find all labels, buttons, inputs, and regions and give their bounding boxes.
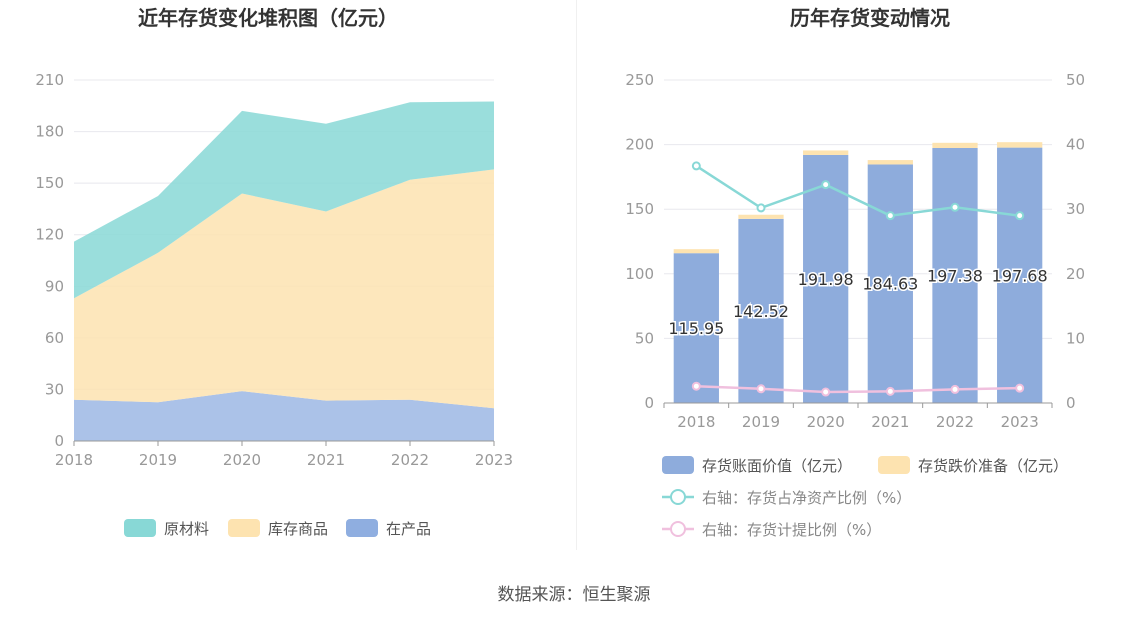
bar-x-tick-label: 2021 [871, 413, 909, 431]
bar-y-tick-label: 200 [625, 136, 654, 154]
line-point [756, 203, 766, 213]
line-point [821, 387, 831, 397]
bar-value-label: 191.98 [798, 270, 854, 289]
area-chart-areas [74, 101, 494, 441]
area-series-2 [74, 169, 494, 409]
bar-y-tick-label: 0 [644, 394, 654, 412]
bar-y-tick-label: 150 [625, 200, 654, 218]
line-point [885, 211, 895, 221]
bar-legend-swatch[interactable] [878, 456, 910, 474]
line-point [1015, 383, 1025, 393]
bar-x-tick-label: 2022 [936, 413, 974, 431]
bar-y2-tick-label: 40 [1066, 136, 1085, 154]
bar-x-tick-label: 2019 [742, 413, 780, 431]
area-series-3 [74, 101, 494, 299]
area-chart-title: 近年存货变化堆积图（亿元） [138, 6, 398, 30]
bar-chart-legend[interactable]: 存货账面价值（亿元） 存货跌价准备（亿元） 右轴：存货占净资产比例（%） 右轴：存货计… [662, 456, 1068, 539]
bar-book-value [932, 147, 978, 403]
bar-value-label: 142.52 [733, 302, 789, 321]
line-point [885, 386, 895, 396]
area-y-tick-label: 60 [45, 329, 64, 347]
bar-book-value [803, 154, 849, 403]
bar-legend-label[interactable]: 存货账面价值（亿元） [702, 457, 852, 475]
bar-value-label: 197.38 [927, 266, 983, 285]
area-legend-label[interactable]: 库存商品 [268, 520, 328, 538]
area-legend-label[interactable]: 在产品 [386, 520, 431, 538]
bar-chart-axes: 0 50 100 150 200 250 0 10 20 30 40 50 2018 2019 2020 20… [625, 71, 1085, 431]
area-x-tick-label: 2019 [139, 451, 177, 469]
area-legend-swatch[interactable] [124, 519, 156, 537]
bar-y2-tick-label: 0 [1066, 394, 1076, 412]
bar-y2-tick-label: 50 [1066, 71, 1085, 89]
area-x-tick-label: 2023 [475, 451, 513, 469]
area-series-1 [74, 391, 494, 441]
line-legend-label[interactable]: 右轴：存货占净资产比例（%） [702, 489, 911, 507]
bar-chart-lines [691, 161, 1025, 397]
bar-impairment [803, 150, 849, 155]
line-point [950, 202, 960, 212]
area-chart-legend[interactable]: 原材料 库存商品 在产品 [124, 519, 431, 538]
line-legend-marker[interactable] [670, 521, 686, 537]
bar-book-value [673, 253, 719, 403]
bar-value-label: 197.68 [992, 266, 1048, 285]
area-legend-swatch[interactable] [228, 519, 260, 537]
chart-divider [576, 0, 577, 550]
line-point [821, 180, 831, 190]
area-y-tick-label: 180 [35, 123, 64, 141]
area-x-tick-label: 2022 [391, 451, 429, 469]
bar-chart-labels: 115.95 142.52 191.98 184.63 197.38 197.68 [667, 265, 1049, 340]
bar-y-tick-label: 100 [625, 265, 654, 283]
area-chart-axes: 0 30 60 90 120 150 180 210 2018 2019 2020 2021 2022 2… [35, 71, 513, 469]
bar-y2-tick-label: 20 [1066, 265, 1085, 283]
line-legend-label[interactable]: 右轴：存货计提比例（%） [702, 521, 881, 539]
line-point [756, 384, 766, 394]
bar-impairment [867, 160, 913, 165]
bar-book-value [997, 147, 1043, 403]
area-x-tick-label: 2020 [223, 451, 261, 469]
data-source: 数据来源：恒生聚源 [497, 585, 651, 605]
bar-impairment [997, 142, 1043, 148]
area-legend-label[interactable]: 原材料 [164, 520, 209, 538]
bar-legend-swatch[interactable] [662, 456, 694, 474]
bar-book-value [867, 164, 913, 403]
line-point [1015, 211, 1025, 221]
bar-impairment [932, 142, 978, 148]
line-point [691, 161, 701, 171]
area-x-tick-label: 2021 [307, 451, 345, 469]
bar-x-tick-label: 2018 [677, 413, 715, 431]
bar-chart-title: 历年存货变动情况 [790, 6, 950, 30]
bar-value-label: 184.63 [862, 275, 918, 294]
bar-y-tick-label: 50 [635, 329, 654, 347]
area-legend-swatch[interactable] [346, 519, 378, 537]
area-y-tick-label: 120 [35, 226, 64, 244]
area-y-tick-label: 0 [54, 432, 64, 450]
bar-value-label: 115.95 [668, 319, 724, 338]
inventory-stacked-area-chart: 近年存货变化堆积图（亿元） 0 30 60 90 120 150 180 210 2018 201… [35, 6, 513, 538]
bar-y-tick-label: 250 [625, 71, 654, 89]
line-series-2 [696, 384, 1020, 394]
line-point [691, 381, 701, 391]
bar-y2-tick-label: 30 [1066, 200, 1085, 218]
line-series-1 [695, 164, 1020, 217]
area-y-tick-label: 210 [35, 71, 64, 89]
bar-chart-bars [673, 142, 1043, 403]
bar-book-value [738, 218, 784, 403]
bar-impairment [738, 214, 784, 219]
bar-chart-grid [664, 79, 1052, 339]
bar-y2-tick-label: 10 [1066, 329, 1085, 347]
area-y-tick-label: 150 [35, 174, 64, 192]
area-y-tick-label: 90 [45, 277, 64, 295]
area-y-tick-label: 30 [45, 380, 64, 398]
bar-legend-label[interactable]: 存货跌价准备（亿元） [918, 457, 1068, 475]
line-point [950, 384, 960, 394]
bar-x-tick-label: 2020 [807, 413, 845, 431]
bar-x-tick-label: 2023 [1001, 413, 1039, 431]
bar-impairment [673, 249, 719, 254]
line-legend-marker[interactable] [670, 489, 686, 505]
area-x-tick-label: 2018 [55, 451, 93, 469]
